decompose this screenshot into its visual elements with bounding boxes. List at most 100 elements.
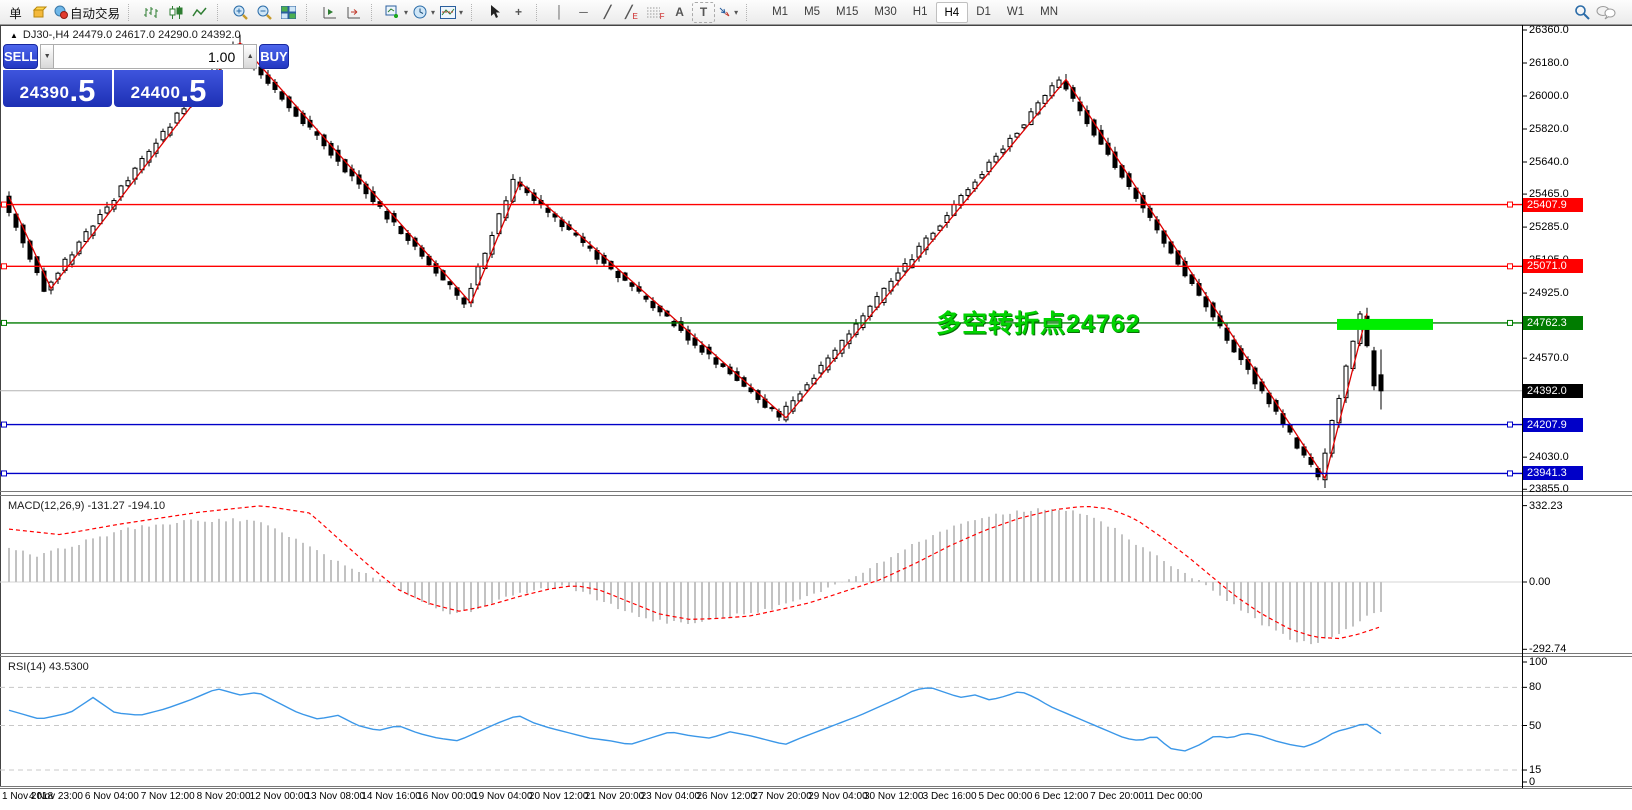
time-tick-label: 11 Dec 00:00 bbox=[1143, 791, 1203, 802]
rsi-line bbox=[8, 687, 1382, 752]
buy-price-panel[interactable]: 24400 .5 bbox=[114, 70, 223, 107]
toolbar-separator bbox=[217, 3, 224, 21]
macd-histogram bbox=[8, 508, 1382, 645]
time-tick-label: 21 Nov 20:00 bbox=[584, 791, 645, 802]
cursor-icon bbox=[490, 5, 500, 18]
candlestick-icon bbox=[169, 5, 183, 19]
toolbar-separator bbox=[536, 3, 543, 21]
buy-button[interactable]: BUY bbox=[259, 44, 289, 69]
horizontal-line-button[interactable]: ─ bbox=[572, 2, 595, 23]
zoom-out-button[interactable] bbox=[253, 2, 276, 23]
auto-scroll-icon bbox=[347, 6, 361, 18]
indicators-icon bbox=[440, 5, 457, 19]
price-level-badge: 24207.9 bbox=[1523, 417, 1583, 432]
toolbar-separator bbox=[746, 3, 753, 21]
bar-chart-icon bbox=[144, 6, 159, 18]
channel-button[interactable]: ╱ E bbox=[620, 2, 643, 23]
time-tick-label: 29 Nov 04:00 bbox=[808, 791, 868, 802]
zigzag-trendline[interactable] bbox=[8, 41, 1368, 480]
time-tick-label: 14 Nov 16:00 bbox=[361, 791, 421, 802]
line-chart-icon bbox=[192, 7, 207, 16]
price-tick-label: 25640.0 bbox=[1529, 156, 1569, 168]
price-level-badge: 23941.3 bbox=[1523, 466, 1583, 481]
zoom-in-button[interactable] bbox=[229, 2, 252, 23]
chart-shift-icon bbox=[323, 6, 337, 18]
volume-stepper: ▼ ▲ bbox=[40, 44, 258, 69]
toolbar-separator bbox=[306, 3, 313, 21]
auto-scroll-button[interactable] bbox=[342, 2, 365, 23]
rsi-scale-label: 15 bbox=[1529, 764, 1542, 777]
label-button[interactable]: T bbox=[692, 1, 716, 23]
time-tick-label: 7 Nov 12:00 bbox=[140, 791, 195, 802]
chevron-down-icon: ▾ bbox=[404, 7, 409, 17]
chart-shift-button[interactable] bbox=[318, 2, 341, 23]
price-tick-label: 24030.0 bbox=[1529, 451, 1569, 464]
timeframe-button-mn[interactable]: MN bbox=[1040, 5, 1059, 18]
new-chart-button[interactable]: ▾ bbox=[383, 2, 410, 23]
search-button[interactable] bbox=[1570, 2, 1593, 23]
price-tick-label: 25820.0 bbox=[1529, 123, 1569, 135]
sell-button[interactable]: SELL bbox=[3, 44, 39, 69]
trendline-button[interactable]: ╱ bbox=[596, 2, 619, 23]
sell-price-fraction: .5 bbox=[69, 72, 96, 108]
volume-increase-button[interactable]: ▲ bbox=[243, 44, 258, 69]
timeframe-button-m15[interactable]: M15 bbox=[836, 5, 859, 18]
macd-indicator-label: MACD(12,26,9) -131.27 -194.10 bbox=[8, 500, 166, 512]
rsi-scale-label: 0 bbox=[1529, 776, 1536, 788]
current-price-badge: 24392.0 bbox=[1523, 383, 1583, 398]
time-tick-label: 13 Nov 08:00 bbox=[305, 791, 366, 802]
time-tick-label: 6 Dec 12:00 bbox=[1034, 791, 1089, 802]
new-order-button[interactable]: 单 bbox=[9, 6, 22, 21]
cursor-button[interactable] bbox=[483, 2, 506, 23]
time-tick-label: 30 Nov 12:00 bbox=[864, 791, 924, 802]
timeframe-button-m1[interactable]: M1 bbox=[772, 5, 789, 18]
text-button[interactable]: A bbox=[668, 2, 691, 23]
candlestick-button[interactable] bbox=[164, 2, 187, 23]
rsi-scale-label: 80 bbox=[1529, 681, 1542, 694]
fibonacci-button[interactable]: F bbox=[644, 2, 667, 23]
price-tick-label: 25465.0 bbox=[1529, 188, 1569, 201]
indicators-button[interactable]: ▾ bbox=[438, 2, 465, 23]
bar-chart-button[interactable] bbox=[140, 2, 163, 23]
timeframe-button-m5[interactable]: M5 bbox=[804, 5, 821, 18]
period-button[interactable]: ▾ bbox=[411, 2, 437, 23]
price-tick-label: 25285.0 bbox=[1529, 221, 1569, 234]
channel-icon: ╱ bbox=[625, 5, 633, 19]
timeframe-button-m30[interactable]: M30 bbox=[874, 5, 897, 18]
volume-input[interactable] bbox=[54, 44, 244, 69]
chat-button[interactable] bbox=[1594, 2, 1618, 23]
timeframe-button-h4[interactable]: H4 bbox=[935, 1, 969, 23]
price-tick-label: 23855.0 bbox=[1529, 483, 1569, 496]
volume-decrease-button[interactable]: ▼ bbox=[40, 44, 55, 69]
time-tick-label: 27 Nov 20:00 bbox=[752, 791, 812, 802]
macd-scale-label: 0.00 bbox=[1529, 576, 1551, 588]
text-icon: A bbox=[675, 5, 684, 19]
tile-windows-button[interactable] bbox=[277, 2, 300, 23]
macd-scale-label: -292.74 bbox=[1529, 643, 1567, 656]
highlight-rectangle[interactable] bbox=[1337, 318, 1433, 330]
timeframe-button-h1[interactable]: H1 bbox=[912, 5, 928, 18]
line-chart-button[interactable] bbox=[188, 2, 211, 23]
arrows-button[interactable]: ▾ bbox=[716, 2, 740, 23]
new-chart-icon bbox=[385, 5, 399, 18]
symbol-ohlc-title: DJ30-,H4 24479.0 24617.0 24290.0 24392.0 bbox=[22, 29, 241, 41]
chart-canvas[interactable] bbox=[0, 25, 1632, 810]
vertical-line-button[interactable]: │ bbox=[548, 2, 571, 23]
rsi-indicator-label: RSI(14) 43.5300 bbox=[8, 661, 89, 673]
price-tick-label: 24925.0 bbox=[1529, 287, 1569, 300]
gold-cube-icon[interactable] bbox=[28, 2, 51, 23]
horizontal-line-icon: ─ bbox=[579, 5, 588, 19]
timeframe-button-d1[interactable]: D1 bbox=[976, 5, 991, 18]
auto-trading-button[interactable]: 自动交易 bbox=[52, 2, 122, 23]
toolbar-separator bbox=[128, 3, 135, 21]
rsi-scale-label: 100 bbox=[1529, 656, 1548, 668]
sell-price-panel[interactable]: 24390 .5 bbox=[3, 70, 112, 107]
chart-title: ▲ DJ30-,H4 24479.0 24617.0 24290.0 24392… bbox=[10, 29, 241, 41]
timeframe-button-w1[interactable]: W1 bbox=[1006, 5, 1025, 18]
toolbar: 单 自动交易 bbox=[0, 0, 1632, 25]
crosshair-button[interactable]: + bbox=[507, 2, 530, 23]
collapse-arrow-icon: ▲ bbox=[10, 30, 18, 40]
clock-icon bbox=[413, 5, 427, 18]
channel-letter: E bbox=[632, 11, 638, 21]
time-tick-label: 19 Nov 04:00 bbox=[473, 791, 533, 802]
